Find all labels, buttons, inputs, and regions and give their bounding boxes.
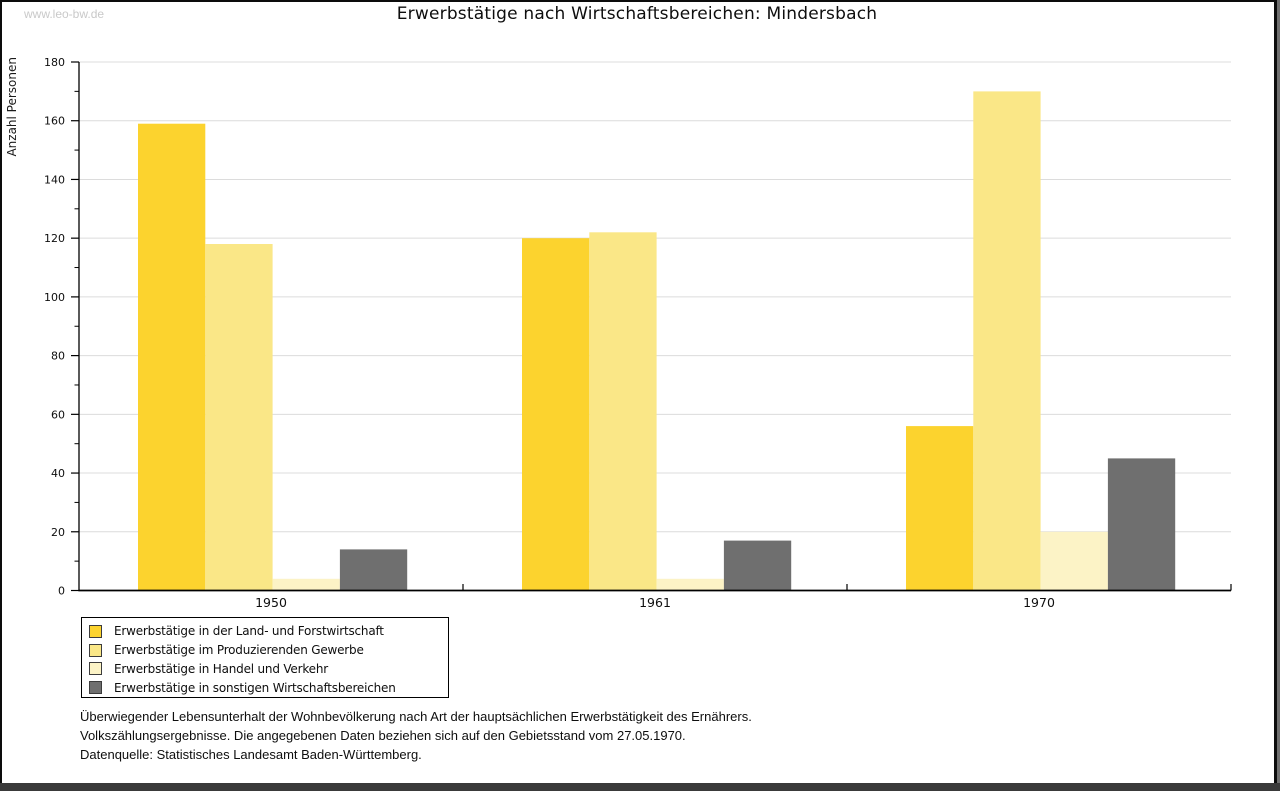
bar bbox=[138, 123, 206, 591]
y-tick-label: 120 bbox=[44, 232, 65, 245]
bar bbox=[339, 549, 408, 591]
bar bbox=[723, 540, 792, 591]
y-tick-label: 100 bbox=[44, 291, 65, 304]
y-tick-label: 80 bbox=[51, 350, 65, 363]
y-tick-label: 20 bbox=[51, 526, 65, 539]
y-tick-label: 160 bbox=[44, 115, 65, 128]
bar bbox=[1107, 458, 1176, 591]
watermark-url: www.leo-bw.de bbox=[24, 7, 105, 21]
bar bbox=[973, 91, 1041, 591]
frame-border-top bbox=[0, 0, 1280, 2]
bar bbox=[589, 232, 657, 591]
y-tick-label: 180 bbox=[44, 56, 65, 69]
legend-label: Erwerbstätige in der Land- und Forstwirt… bbox=[114, 624, 384, 639]
legend-item: Erwerbstätige in Handel und Verkehr bbox=[82, 660, 448, 679]
bar bbox=[272, 578, 340, 591]
frame-border-bottom bbox=[0, 783, 1280, 791]
bar bbox=[1040, 531, 1108, 591]
legend-color-swatch bbox=[89, 681, 102, 695]
frame-border-right bbox=[1274, 0, 1277, 791]
legend-item: Erwerbstätige im Produzierenden Gewerbe bbox=[82, 641, 448, 660]
bar bbox=[906, 426, 974, 591]
chart-title: Erwerbstätige nach Wirtschaftsbereichen:… bbox=[396, 4, 878, 24]
y-tick-label: 60 bbox=[51, 408, 65, 421]
y-tick-label: 0 bbox=[58, 585, 65, 598]
legend-label: Erwerbstätige in sonstigen Wirtschaftsbe… bbox=[114, 680, 396, 695]
legend-color-swatch bbox=[89, 624, 102, 638]
frame-border-left bbox=[0, 0, 2, 791]
data-source: Datenquelle: Statistisches Landesamt Bad… bbox=[80, 747, 422, 762]
bar bbox=[522, 238, 590, 591]
legend-color-swatch bbox=[89, 643, 102, 657]
frame-border-right-shadow bbox=[1277, 0, 1280, 791]
y-tick-label: 140 bbox=[44, 173, 65, 186]
footnote-line-1: Überwiegender Lebensunterhalt der Wohnbe… bbox=[80, 709, 752, 724]
x-tick-label: 1950 bbox=[255, 595, 287, 610]
legend-label: Erwerbstätige in Handel und Verkehr bbox=[114, 661, 328, 676]
y-tick-label: 40 bbox=[51, 467, 65, 480]
legend-item: Erwerbstätige in der Land- und Forstwirt… bbox=[82, 622, 448, 641]
x-tick-label: 1970 bbox=[1023, 595, 1055, 610]
footnote-line-2: Volkszählungsergebnisse. Die angegebenen… bbox=[80, 728, 686, 744]
footnote: Überwiegender Lebensunterhalt der Wohnbe… bbox=[80, 707, 1180, 746]
legend-item: Erwerbstätige in sonstigen Wirtschaftsbe… bbox=[82, 678, 448, 697]
bar bbox=[205, 244, 273, 591]
legend-color-swatch bbox=[89, 662, 102, 676]
bar-chart: 1950 1961 1970 0 20 40 60 80 100 120 140 160 180 bbox=[44, 56, 1232, 610]
x-tick-label: 1961 bbox=[639, 595, 671, 610]
bar bbox=[656, 578, 724, 591]
legend: Erwerbstätige in der Land- und Forstwirt… bbox=[81, 617, 449, 698]
legend-label: Erwerbstätige im Produzierenden Gewerbe bbox=[114, 643, 364, 658]
